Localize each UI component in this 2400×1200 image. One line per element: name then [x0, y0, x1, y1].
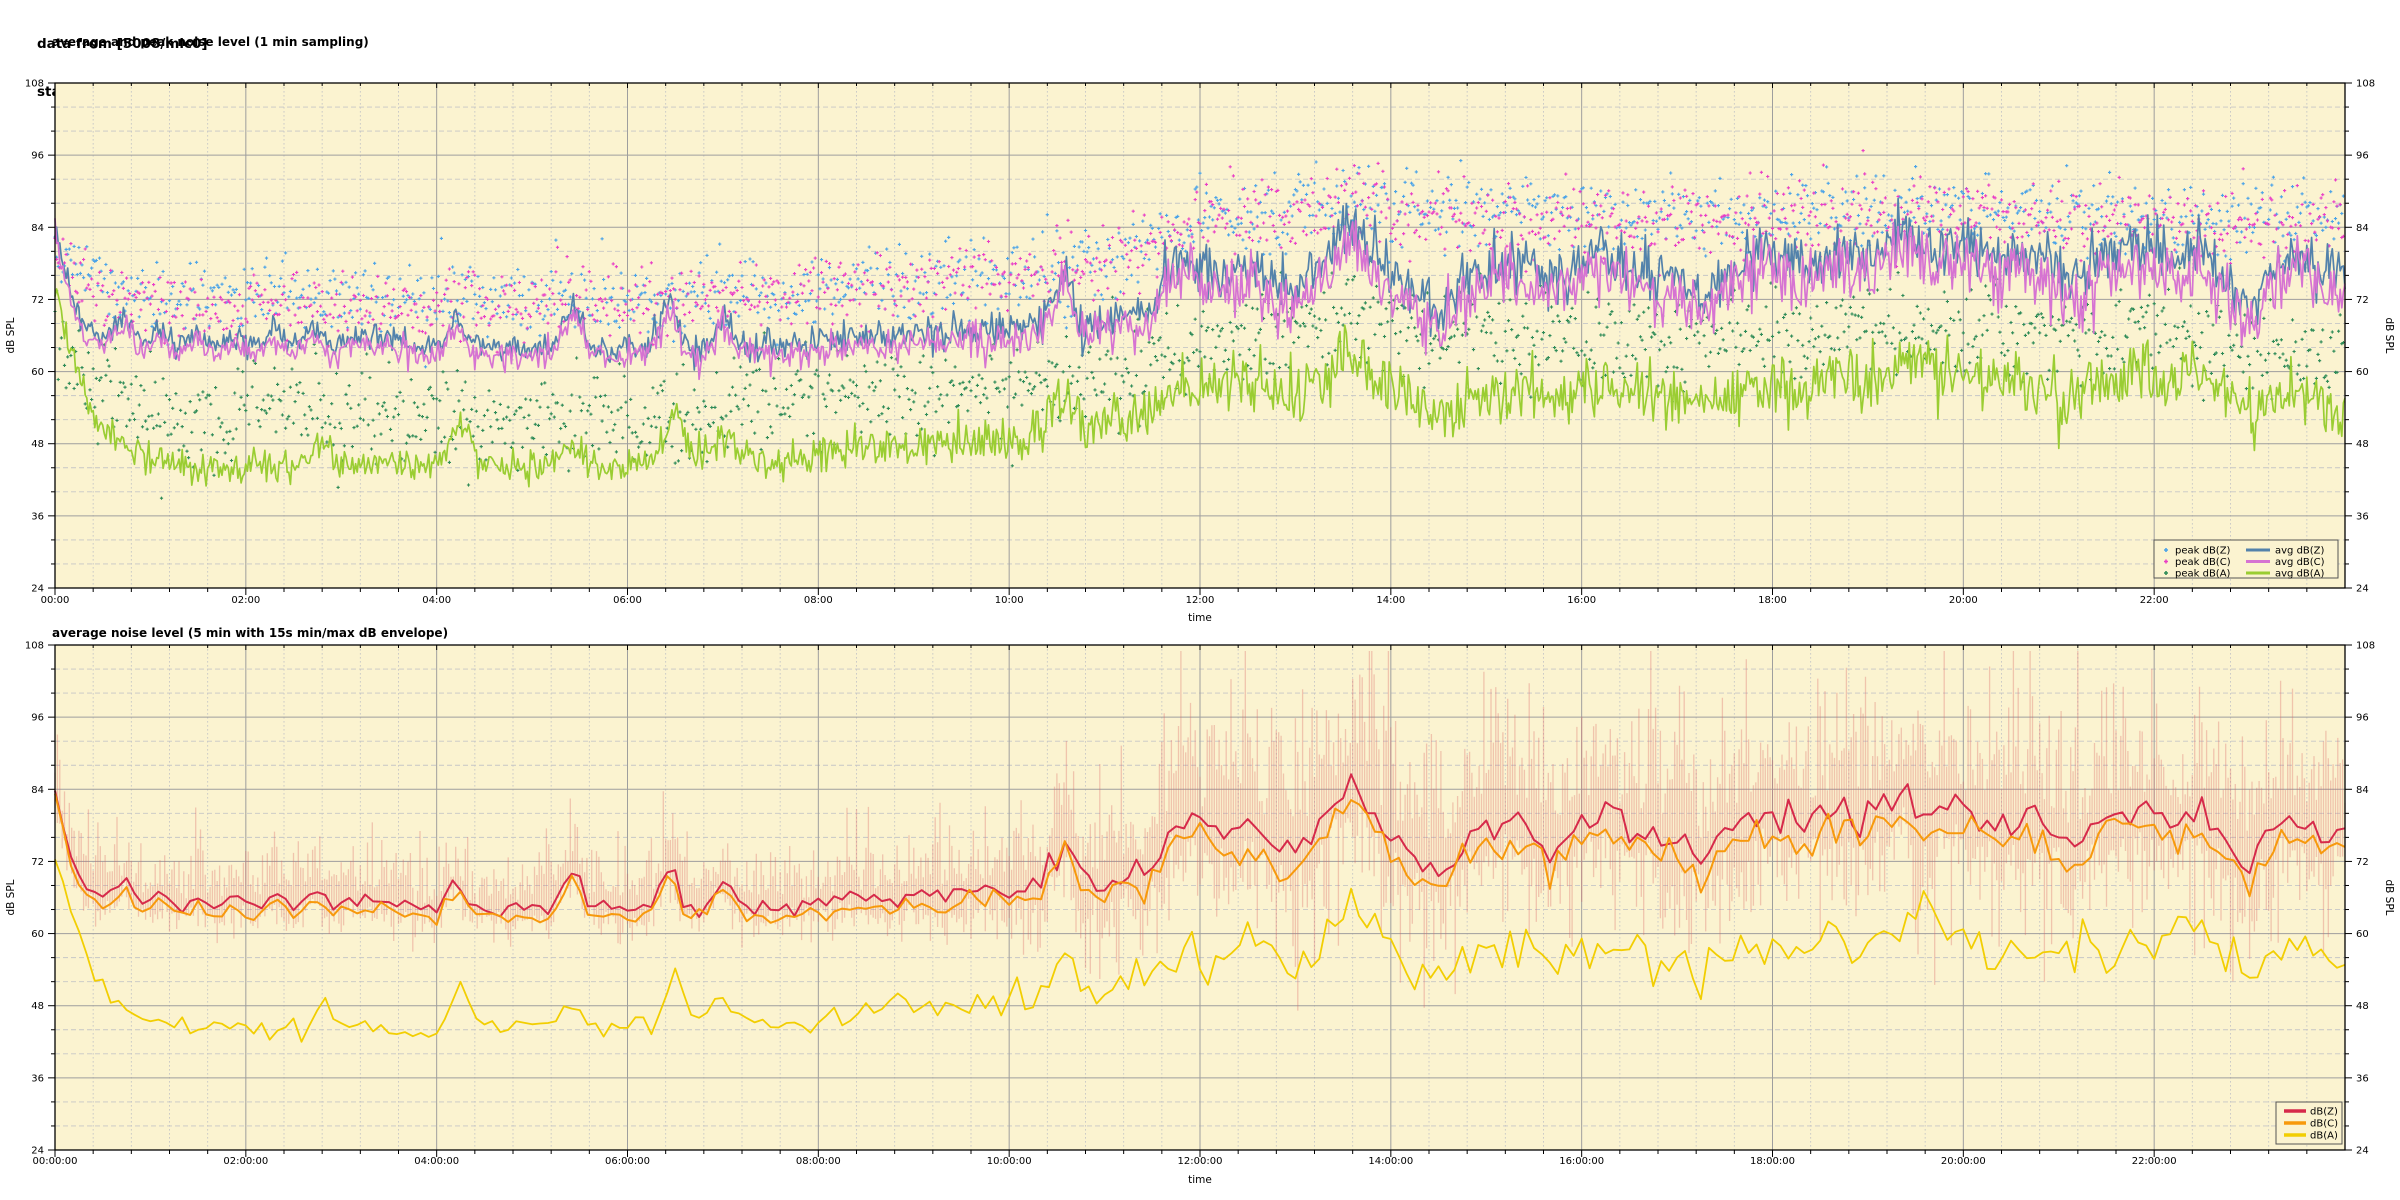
ytick-label-right: 36: [2356, 1073, 2369, 1084]
series-db-a-line: [54, 858, 2346, 1043]
ytick-label-left: 48: [31, 1001, 44, 1012]
xtick-label: 12:00: [1186, 595, 1215, 606]
series-avg-db-c-line: [54, 218, 2346, 381]
ytick-label-left: 96: [31, 713, 44, 724]
ytick-label-right: 72: [2356, 295, 2369, 306]
xtick-label: 16:00: [1567, 595, 1596, 606]
ytick-label-left: 36: [31, 511, 44, 522]
chart-bottom: 24 24 36 36 48 48 60 60 72 72 84 84 96 96 108 108 00:00:…: [5, 626, 2395, 1186]
xtick-label: 10:00:00: [987, 1156, 1032, 1167]
ytick-label-right: 96: [2356, 151, 2369, 162]
legend-entry-avg-db-z: avg dB(Z): [2275, 546, 2325, 557]
ytick-label-left: 24: [31, 584, 44, 595]
ytick-label-left: 84: [31, 785, 44, 796]
xtick-label: 06:00:00: [605, 1156, 650, 1167]
legend-marker-peak-db-c: [2164, 559, 2168, 564]
xtick-label: 00:00:00: [33, 1156, 78, 1167]
xtick-label: 02:00:00: [223, 1156, 268, 1167]
ytick-label-left: 108: [25, 79, 44, 90]
ytick-label-right: 48: [2356, 1001, 2369, 1012]
xtick-label: 04:00:00: [414, 1156, 459, 1167]
chart-top: 24 24 36 36 48 48 60 60 72 72 84 84 96 96 108 108 00:00 0…: [5, 35, 2395, 624]
axis-ticks: [48, 644, 2352, 1157]
ytick-label-left: 96: [31, 151, 44, 162]
ytick-label-right: 84: [2356, 785, 2369, 796]
xtick-label: 08:00:00: [796, 1156, 841, 1167]
series-avg-db-z-line: [54, 197, 2346, 371]
xtick-label: 04:00: [422, 595, 451, 606]
legend-entry-avg-db-a: avg dB(A): [2275, 569, 2325, 580]
xtick-label: 08:00: [804, 595, 833, 606]
legend: peak dB(Z) avg dB(Z) peak dB(C) avg dB(C) pe…: [2153, 539, 2339, 580]
legend: dB(Z)dB(C)dB(A): [2275, 1101, 2343, 1145]
series-db-z-line: [54, 773, 2346, 918]
xtick-label: 00:00: [41, 595, 70, 606]
ytick-label-left: 60: [31, 929, 44, 940]
xtick-label: 16:00:00: [1559, 1156, 1604, 1167]
y2-axis-label: dB SPL: [2383, 879, 2395, 915]
xtick-label: 02:00: [231, 595, 260, 606]
y2-axis-label: dB SPL: [2383, 317, 2395, 353]
legend-entry-db-z: dB(Z): [2310, 1107, 2338, 1118]
ytick-label-left: 36: [31, 1073, 44, 1084]
xtick-label: 22:00:00: [2132, 1156, 2177, 1167]
xtick-label: 20:00: [1949, 595, 1978, 606]
ytick-label-right: 36: [2356, 511, 2369, 522]
ytick-label-right: 108: [2356, 79, 2375, 90]
xtick-label: 18:00:00: [1750, 1156, 1795, 1167]
axis-labels: 24 24 36 36 48 48 60 60 72 72 84 84 96 96 108 108 00:00:…: [5, 626, 2395, 1186]
xtick-label: 20:00:00: [1941, 1156, 1986, 1167]
legend-entry-db-c: dB(C): [2310, 1119, 2338, 1130]
ytick-label-left: 84: [31, 223, 44, 234]
ytick-label-left: 72: [31, 857, 44, 868]
y-axis-label: dB SPL: [5, 317, 17, 353]
legend-entry-avg-db-c: avg dB(C): [2275, 557, 2325, 568]
y-axis-label: dB SPL: [5, 879, 17, 915]
ytick-label-right: 24: [2356, 1146, 2369, 1157]
chart-title: average and peak noise level (1 min samp…: [52, 35, 369, 49]
x-axis-label: time: [1188, 1174, 1212, 1186]
ytick-label-right: 72: [2356, 857, 2369, 868]
chart-title: average noise level (5 min with 15s min/…: [52, 626, 448, 640]
ytick-label-right: 96: [2356, 713, 2369, 724]
legend-entry-peak-db-z: peak dB(Z): [2175, 546, 2231, 557]
series-db-c-line: [54, 793, 2346, 926]
xtick-label: 14:00: [1376, 595, 1405, 606]
xtick-label: 06:00: [613, 595, 642, 606]
xtick-label: 18:00: [1758, 595, 1787, 606]
legend-entry-peak-db-c: peak dB(C): [2175, 557, 2231, 568]
legend-entry-db-a: dB(A): [2310, 1131, 2338, 1142]
ytick-label-left: 24: [31, 1146, 44, 1157]
axis-labels: 24 24 36 36 48 48 60 60 72 72 84 84 96 96 108 108 00:00 0…: [5, 35, 2395, 624]
ytick-label-right: 60: [2356, 367, 2369, 378]
series-group: [54, 651, 2346, 1043]
ytick-label-left: 48: [31, 439, 44, 450]
legend-marker-peak-db-z: [2164, 548, 2168, 552]
legend-marker-peak-db-a: [2164, 571, 2168, 575]
header-line-source: data from [5008/mic0]: [37, 36, 208, 52]
xtick-label: 12:00:00: [1178, 1156, 1223, 1167]
ytick-label-left: 108: [25, 641, 44, 652]
ytick-label-right: 60: [2356, 929, 2369, 940]
series-avg-db-a-line: [54, 288, 2346, 488]
ytick-label-left: 72: [31, 295, 44, 306]
x-axis-label: time: [1188, 612, 1212, 624]
ytick-label-right: 48: [2356, 439, 2369, 450]
legend-entry-peak-db-a: peak dB(A): [2175, 569, 2231, 580]
xtick-label: 10:00: [995, 595, 1024, 606]
xtick-label: 22:00: [2140, 595, 2169, 606]
ytick-label-right: 84: [2356, 223, 2369, 234]
major-grid: [55, 645, 2345, 1150]
xtick-label: 14:00:00: [1368, 1156, 1413, 1167]
ytick-label-right: 108: [2356, 641, 2375, 652]
ytick-label-left: 60: [31, 367, 44, 378]
series-group: [53, 149, 2346, 500]
ytick-label-right: 24: [2356, 584, 2369, 595]
axis-ticks: [48, 82, 2352, 595]
